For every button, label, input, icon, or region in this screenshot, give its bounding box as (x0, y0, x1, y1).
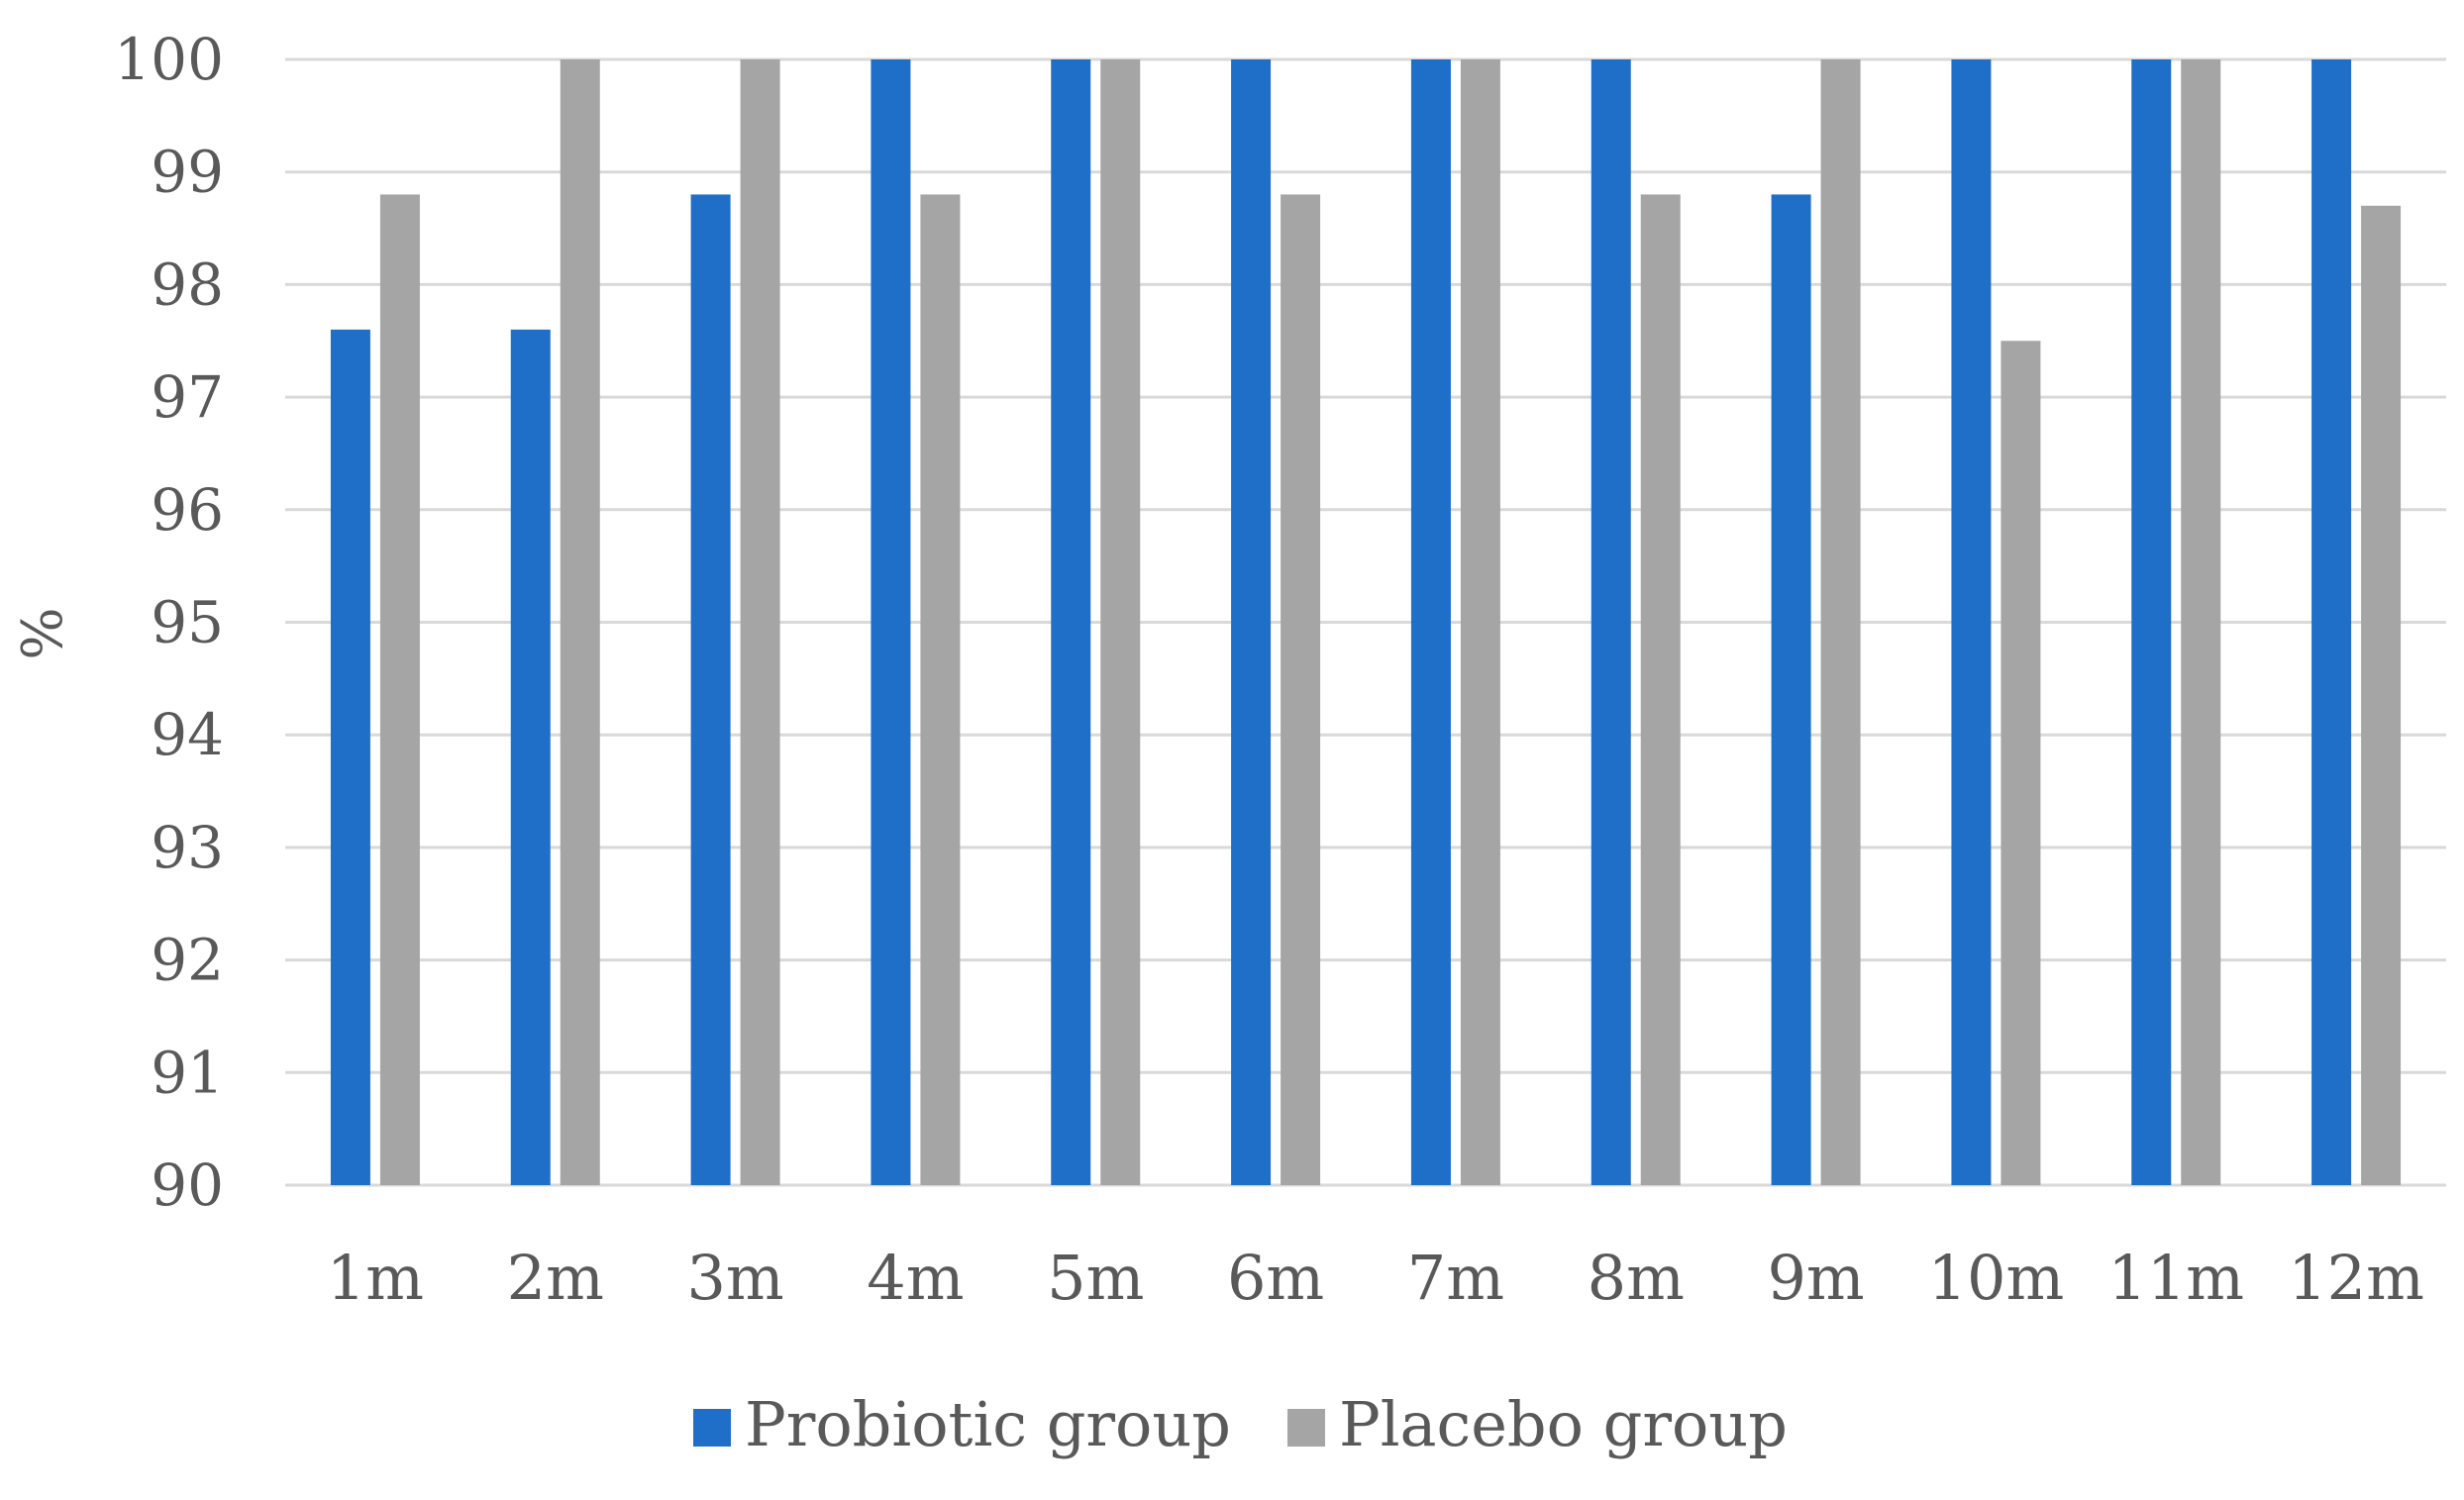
bar-placebo-11m (2181, 59, 2221, 1185)
bar-placebo-6m (1281, 194, 1321, 1185)
y-tick-label: 93 (151, 814, 224, 881)
y-tick-label: 91 (151, 1039, 224, 1106)
bar-placebo-5m (1100, 59, 1141, 1185)
x-tick-label: 5m (1047, 1242, 1144, 1314)
bar-placebo-9m (1820, 59, 1861, 1185)
bar-probiotic-4m (871, 59, 911, 1185)
y-tick-label: 100 (114, 26, 224, 93)
x-tick-label: 4m (867, 1242, 964, 1314)
bar-placebo-4m (920, 194, 961, 1185)
y-tick-label: 98 (151, 250, 224, 318)
gridlines (285, 57, 2446, 1187)
x-tick-label: 11m (2107, 1242, 2244, 1314)
legend: Probiotic group Placebo group (693, 1388, 1788, 1460)
bar-probiotic-2m (510, 329, 551, 1185)
y-tick-label: 97 (151, 363, 224, 431)
legend-swatch-probiotic (693, 1409, 731, 1447)
bars (330, 59, 2402, 1185)
y-tick-label: 99 (151, 139, 224, 206)
y-tick-label: 92 (151, 927, 224, 994)
y-tick-label: 95 (151, 589, 224, 656)
bar-placebo-3m (740, 59, 780, 1185)
bar-placebo-1m (379, 194, 420, 1185)
y-axis-title: % (11, 607, 75, 659)
x-tick-label: 9m (1767, 1242, 1864, 1314)
bar-probiotic-6m (1231, 59, 1272, 1185)
axes: % 90 91 92 93 94 95 96 97 98 99 100 1m 2m 3m 4m 5m 6m 7m 8… (11, 26, 2424, 1314)
bar-probiotic-8m (1591, 59, 1631, 1185)
x-tick-label: 6m (1227, 1242, 1324, 1314)
bar-placebo-8m (1640, 194, 1681, 1185)
bar-probiotic-10m (1951, 59, 1992, 1185)
x-tick-label: 7m (1407, 1242, 1504, 1314)
bar-probiotic-9m (1771, 194, 1811, 1185)
legend-label-placebo: Placebo group (1339, 1388, 1788, 1460)
bar-probiotic-3m (690, 194, 731, 1185)
bar-probiotic-7m (1410, 59, 1451, 1185)
x-tick-label: 2m (507, 1242, 604, 1314)
bar-probiotic-1m (330, 329, 370, 1185)
y-tick-label: 94 (151, 701, 224, 768)
bar-probiotic-12m (2311, 59, 2352, 1185)
bar-probiotic-11m (2131, 59, 2172, 1185)
x-tick-label: 10m (1928, 1242, 2065, 1314)
bar-probiotic-5m (1051, 59, 1091, 1185)
bar-placebo-12m (2361, 205, 2402, 1185)
x-tick-label: 8m (1588, 1242, 1685, 1314)
legend-swatch-placebo (1287, 1409, 1325, 1447)
x-tick-label: 12m (2288, 1242, 2424, 1314)
y-tick-label: 90 (151, 1151, 224, 1219)
y-tick-label: 96 (151, 476, 224, 544)
bar-placebo-10m (2001, 341, 2041, 1185)
x-tick-label: 1m (327, 1242, 424, 1314)
x-tick-label: 3m (686, 1242, 783, 1314)
legend-label-probiotic: Probiotic group (745, 1388, 1231, 1460)
bar-placebo-7m (1460, 59, 1500, 1185)
bar-placebo-2m (560, 59, 600, 1185)
